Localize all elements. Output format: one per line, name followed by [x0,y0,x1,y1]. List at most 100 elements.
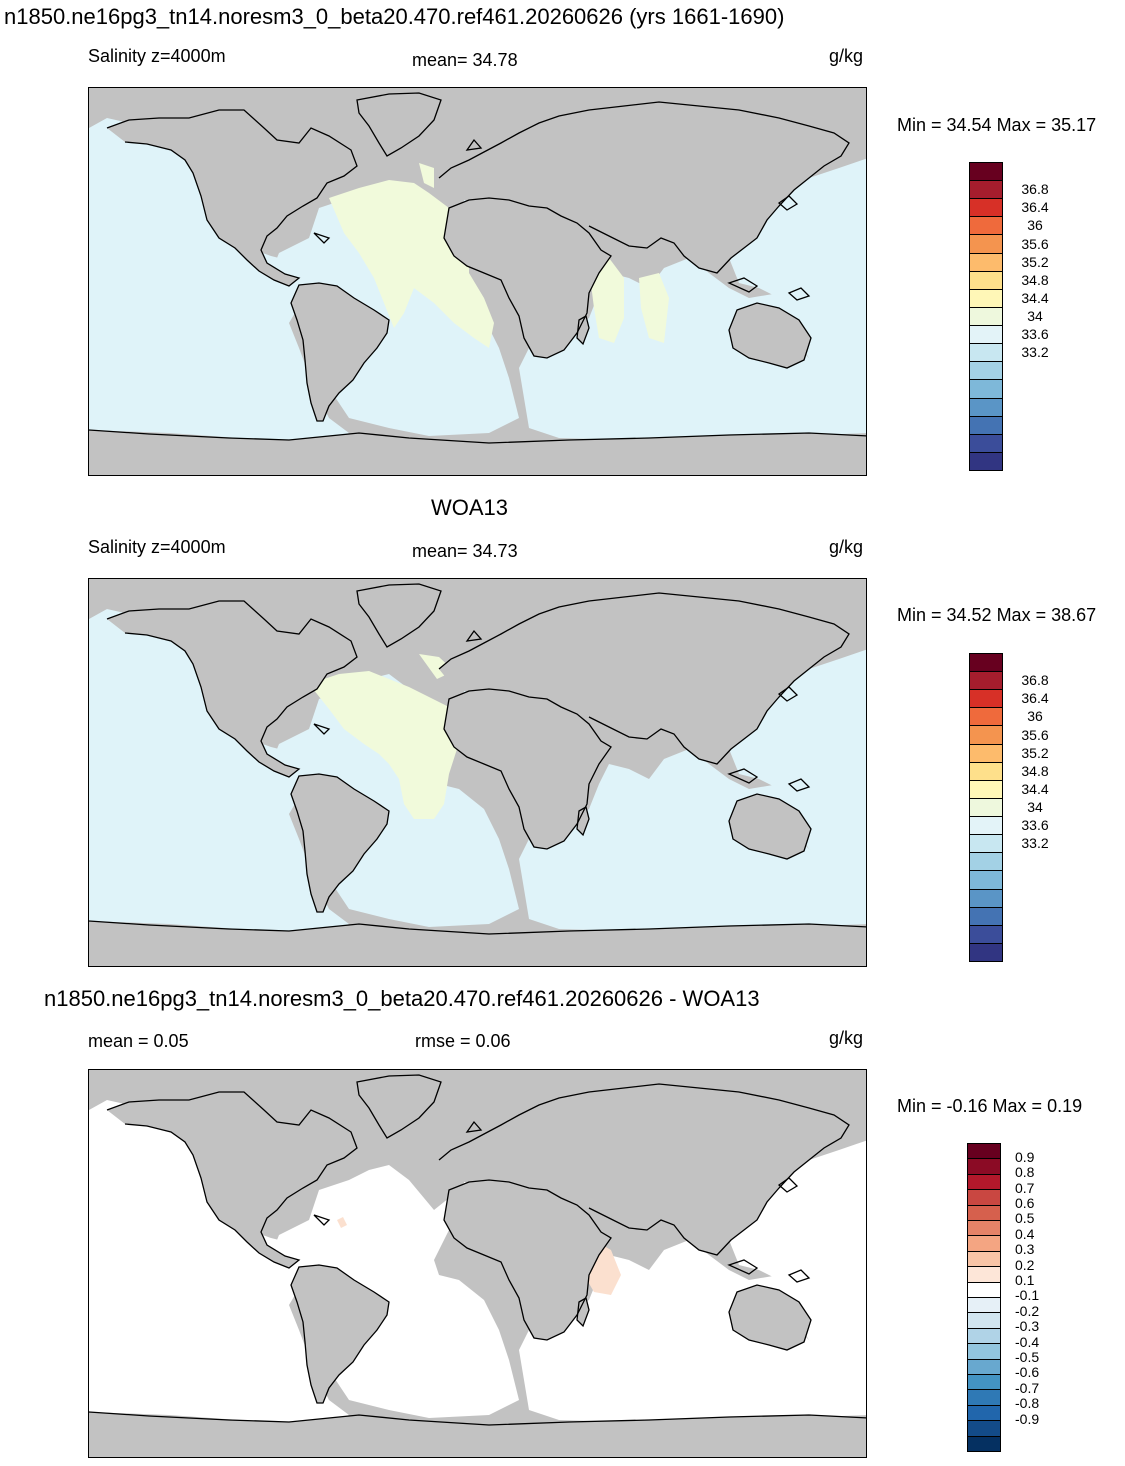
colorbar-swatch [969,834,1003,854]
ocean-region [519,749,866,931]
colorbar-swatch [967,1173,1001,1191]
land-mask [444,689,611,849]
colorbar-swatch [969,689,1003,709]
colorbar-swatch [967,1235,1001,1252]
coastline [290,1264,390,1404]
land-mask [577,316,589,344]
land-mask [444,1180,611,1340]
colorbar-swatch [969,433,1003,453]
coastline [728,1284,812,1351]
colorbar-swatch [969,252,1003,272]
colorbar-swatch [967,1204,1001,1221]
colorbar-swatch [969,343,1003,363]
panel3-rmse-label: rmse = 0.06 [415,1031,511,1051]
land-mask [439,102,849,273]
coastline [313,232,331,244]
colorbar-tick-label: 34 [1027,308,1043,324]
colorbar-swatch [967,1143,1001,1160]
colorbar-tick-label: 0.6 [1015,1194,1035,1211]
colorbar-swatch [967,1266,1001,1283]
colorbar-tick-label: -0.9 [1015,1410,1040,1427]
colorbar-swatch [967,1281,1001,1298]
colorbar-swatch [969,270,1003,290]
colorbar-swatch [967,1312,1001,1329]
colorbar-tick-label: 36.4 [1021,199,1049,216]
coastline [89,429,866,444]
panel2-units: g/kg [829,537,864,557]
panel3-map [88,1069,867,1458]
colorbar-swatch [967,1297,1001,1314]
panel2-minmax: Min = 34.52 Max = 38.67 [897,605,1097,625]
panel1-units: g/kg [829,46,864,66]
colorbar-swatch [969,361,1003,381]
coastline [313,723,331,735]
coastline [106,1091,358,1269]
colorbar-swatch [969,288,1003,308]
colorbar-swatch [969,306,1003,327]
colorbar-tick-label: 36 [1027,708,1043,725]
colorbar-tick-label: 35.2 [1021,253,1049,270]
coastline [777,686,799,702]
colorbar-swatch [967,1343,1001,1360]
coastline [443,688,612,850]
panel2-map [88,578,867,967]
coastline [443,197,612,359]
coastline [777,195,799,211]
colorbar-swatch [969,162,1003,182]
colorbar-swatch [969,451,1003,471]
colorbar-swatch [969,325,1003,345]
colorbar-swatch [969,924,1003,944]
coastline [356,1074,442,1139]
coastline [290,282,390,422]
coastline [465,1120,483,1133]
colorbar-swatch [969,743,1003,763]
anomaly-region [589,258,624,343]
panel3-units: g/kg [829,1028,864,1048]
coastline [89,920,866,935]
coastline [438,101,850,274]
colorbar-swatch [967,1250,1001,1268]
land-mask [439,593,849,764]
figure-title: n1850.ne16pg3_tn14.noresm3_0_beta20.470.… [4,4,785,29]
colorbar-tick-label: -0.7 [1015,1379,1040,1396]
colorbar-swatch [967,1374,1001,1391]
coastline [787,778,811,792]
panel2-colorbar: 36.8 36.4 36 35.6 35.2 34.8 34.4 34 33.6 33.2 [969,653,1049,962]
colorbar-tick-label: 0.2 [1015,1256,1035,1273]
colorbar-swatch [967,1435,1001,1452]
colorbar-swatch [969,779,1003,799]
colorbar-tick-label: 35.6 [1021,235,1049,252]
land-mask [89,921,866,966]
colorbar-tick-label: 36.8 [1021,181,1049,198]
land-mask [291,283,389,421]
colorbar-swatch [967,1389,1001,1406]
colorbar-tick-label: 33.2 [1021,344,1049,361]
panel3-heading: n1850.ne16pg3_tn14.noresm3_0_beta20.470.… [44,986,760,1011]
colorbar-swatch [969,671,1003,691]
colorbar-swatch [969,816,1003,836]
colorbar-swatch [969,725,1003,745]
panel2-mean-label: mean= 34.73 [412,541,518,561]
colorbar-swatch [969,379,1003,399]
colorbar-tick-label: 33.6 [1021,817,1049,834]
colorbar-swatch [967,1327,1001,1345]
land-mask [107,1092,357,1268]
coastline [576,1297,590,1328]
colorbar-tick-label: 0.4 [1015,1225,1035,1242]
coastline [438,1083,850,1256]
colorbar-swatch [969,870,1003,890]
colorbar-swatch [969,397,1003,417]
ocean-region [89,609,349,934]
coastline [89,1411,866,1426]
land-mask [107,601,357,777]
panel1-mean-label: mean= 34.78 [412,50,518,70]
colorbar-tick-label: -0.2 [1015,1302,1040,1319]
colorbar-swatch [969,707,1003,727]
colorbar-tick-label: -0.1 [1015,1287,1040,1304]
colorbar-swatch [969,234,1003,254]
anomaly-region [337,1217,347,1228]
land-mask [89,430,866,475]
ocean-region [89,118,349,443]
colorbar-tick-label: 0.1 [1015,1271,1035,1288]
panel2-heading: WOA13 [431,495,509,520]
